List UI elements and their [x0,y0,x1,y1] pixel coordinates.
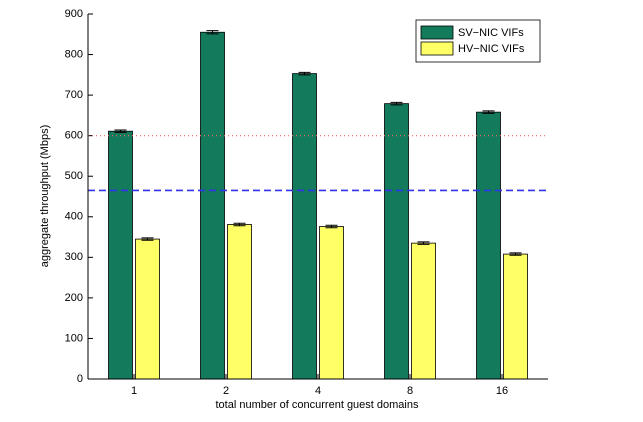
legend-swatch [420,41,454,56]
y-tick-label: 100 [65,332,83,344]
error-bar [233,222,246,227]
y-tick-label: 500 [65,170,83,182]
legend-label: SV−NIC VIFs [458,27,524,39]
bar [319,226,344,380]
y-tick-label: 0 [77,373,83,385]
x-tick-label: 2 [223,385,229,397]
bar [411,242,436,380]
bar [200,31,225,380]
bar [292,73,317,380]
bar [503,253,528,380]
error-bar [509,252,522,256]
error-bar [390,101,403,106]
bar [476,111,501,380]
y-tick-label: 700 [65,89,83,101]
error-bar [325,224,338,229]
x-tick-label: 4 [315,385,321,397]
bar [135,238,160,380]
bar [384,103,409,380]
x-tick-label: 8 [407,385,413,397]
error-bar [298,71,311,76]
x-tick-label: 16 [496,385,508,397]
error-bar [206,30,219,35]
legend-swatch [420,25,454,40]
y-tick-label: 600 [65,130,83,142]
y-tick-label: 900 [65,8,83,20]
error-bar [482,110,495,114]
y-axis-label: aggregate throughput (Mbps) [39,125,51,267]
y-tick-label: 200 [65,292,83,304]
legend-label: HV−NIC VIFs [458,43,525,55]
error-bar [141,237,154,241]
error-bar [114,129,127,133]
bar [227,224,252,380]
y-tick-label: 300 [65,251,83,263]
y-tick-label: 400 [65,211,83,223]
error-bar [417,241,430,245]
x-tick-label: 1 [131,385,137,397]
bar [108,130,133,380]
x-axis-label: total number of concurrent guest domains [215,399,419,411]
y-tick-label: 800 [65,48,83,60]
